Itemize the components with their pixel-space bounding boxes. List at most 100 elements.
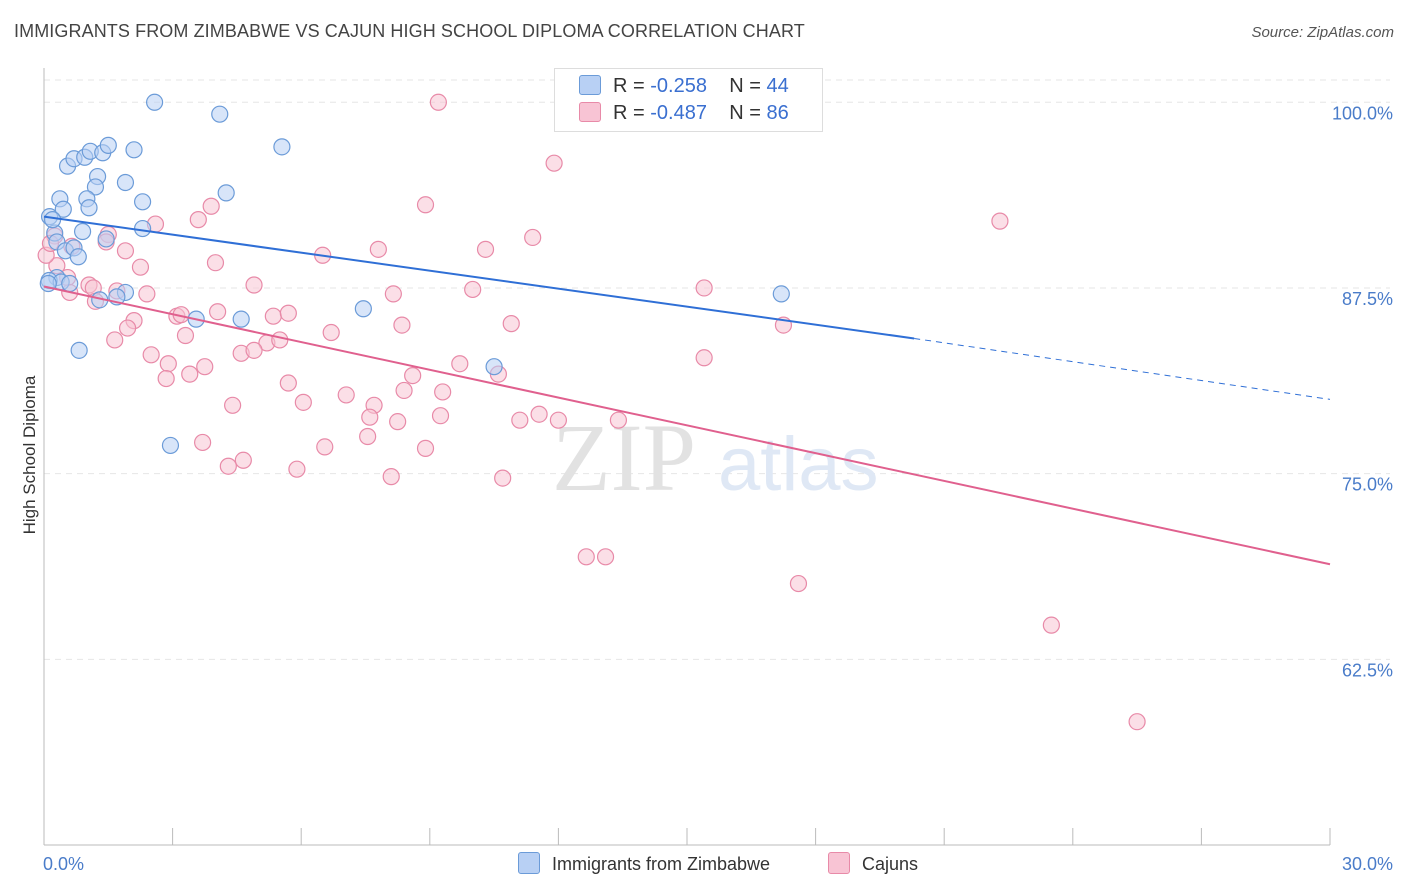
point-pink-0 bbox=[429, 93, 447, 111]
bottom-legend-swatch-blue bbox=[518, 852, 540, 874]
x-tick-label-0: 0.0% bbox=[43, 854, 84, 874]
point-pink-5 bbox=[189, 211, 207, 229]
point-pink-47 bbox=[142, 346, 160, 364]
point-pink-63 bbox=[361, 408, 379, 426]
point-pink-71 bbox=[194, 433, 212, 452]
point-pink-44 bbox=[271, 331, 289, 349]
point-blue-38 bbox=[70, 341, 88, 359]
point-pink-26 bbox=[464, 280, 482, 299]
point-blue-37 bbox=[354, 300, 372, 318]
point-pink-66 bbox=[511, 411, 529, 429]
y-tick-label-1: 75.0% bbox=[1342, 475, 1393, 495]
point-pink-39 bbox=[118, 319, 137, 337]
point-pink-67 bbox=[530, 405, 548, 423]
point-pink-35 bbox=[393, 316, 411, 334]
legend-n-label: N = bbox=[729, 75, 767, 97]
point-pink-33 bbox=[264, 307, 282, 325]
point-blue-26 bbox=[69, 248, 87, 266]
axes bbox=[43, 68, 1331, 846]
legend-n-value: 44 bbox=[766, 75, 789, 97]
point-pink-65 bbox=[431, 407, 450, 425]
point-pink-49 bbox=[196, 358, 214, 376]
bottom-legend-label-blue: Immigrants from Zimbabwe bbox=[552, 854, 771, 874]
bottom-legend-cajuns: Cajuns bbox=[828, 852, 918, 875]
legend-n-value: 86 bbox=[766, 102, 789, 124]
point-pink-34 bbox=[279, 304, 297, 322]
point-pink-53 bbox=[157, 369, 175, 388]
point-pink-25 bbox=[384, 285, 402, 303]
point-pink-76 bbox=[288, 460, 306, 478]
point-blue-20 bbox=[217, 184, 235, 202]
point-pink-32 bbox=[209, 303, 227, 321]
point-pink-51 bbox=[695, 349, 713, 367]
point-pink-27 bbox=[695, 279, 713, 297]
point-pink-48 bbox=[159, 355, 177, 373]
point-pink-74 bbox=[234, 451, 252, 469]
watermark-atlas: atlas bbox=[718, 422, 879, 507]
point-pink-40 bbox=[106, 331, 124, 349]
legend: R = -0.258 N = 44 R = -0.487 N = 86 bbox=[554, 68, 823, 132]
point-pink-13 bbox=[369, 240, 387, 258]
point-pink-50 bbox=[451, 355, 469, 373]
point-blue-19 bbox=[133, 193, 152, 211]
legend-swatch-blue bbox=[579, 75, 601, 95]
point-pink-75 bbox=[219, 457, 237, 475]
point-pink-57 bbox=[434, 383, 452, 401]
point-blue-31 bbox=[61, 274, 79, 293]
point-pink-3 bbox=[416, 196, 435, 214]
point-blue-11 bbox=[145, 93, 164, 111]
point-pink-4 bbox=[202, 197, 220, 215]
chart-title: IMMIGRANTS FROM ZIMBABWE VS CAJUN HIGH S… bbox=[14, 21, 805, 41]
point-pink-72 bbox=[316, 438, 334, 456]
point-pink-1 bbox=[545, 154, 563, 172]
x-tick-labels: 0.0% 30.0% bbox=[43, 854, 1393, 874]
point-pink-2 bbox=[991, 212, 1009, 230]
y-tick-label-3: 100.0% bbox=[1332, 103, 1393, 123]
point-pink-77 bbox=[382, 468, 400, 486]
point-pink-79 bbox=[577, 548, 595, 566]
y-tick-label-0: 62.5% bbox=[1342, 660, 1393, 680]
point-pink-68 bbox=[549, 411, 568, 429]
point-blue-25 bbox=[73, 222, 92, 241]
point-pink-59 bbox=[294, 393, 312, 411]
point-pink-12 bbox=[476, 240, 495, 258]
point-pink-42 bbox=[322, 323, 340, 342]
grid-lines bbox=[44, 79, 1390, 660]
point-pink-60 bbox=[337, 386, 355, 404]
legend-r-value: -0.258 bbox=[650, 75, 707, 97]
point-pink-23 bbox=[138, 285, 156, 303]
trend-line-blue-dashed bbox=[914, 337, 1331, 400]
point-pink-56 bbox=[395, 381, 413, 400]
point-blue-27 bbox=[133, 219, 152, 238]
point-blue-41 bbox=[161, 436, 180, 455]
legend-n-label: N = bbox=[729, 102, 767, 124]
bottom-legend-swatch-pink bbox=[828, 852, 850, 874]
point-pink-82 bbox=[1042, 616, 1060, 634]
legend-r-value: -0.487 bbox=[650, 102, 707, 124]
bottom-legend-label-pink: Cajuns bbox=[862, 854, 919, 874]
series-zimbabwe-points bbox=[39, 93, 790, 455]
trend-lines bbox=[43, 215, 1331, 566]
source-label: Source: ZipAtlas.com bbox=[1251, 24, 1394, 41]
point-blue-28 bbox=[97, 230, 115, 248]
point-pink-52 bbox=[181, 365, 199, 383]
legend-r-label: R = bbox=[613, 102, 651, 124]
point-blue-12 bbox=[211, 105, 229, 123]
point-blue-10 bbox=[125, 141, 143, 159]
point-pink-83 bbox=[1128, 713, 1146, 731]
point-blue-36 bbox=[232, 310, 250, 328]
point-blue-39 bbox=[485, 358, 503, 376]
point-blue-40 bbox=[772, 285, 790, 303]
bottom-legend-zimbabwe: Immigrants from Zimbabwe bbox=[518, 852, 770, 875]
point-pink-46 bbox=[245, 341, 263, 359]
point-pink-80 bbox=[596, 548, 615, 566]
point-pink-69 bbox=[609, 411, 628, 429]
watermark: ZIP atlas bbox=[552, 404, 879, 511]
point-pink-81 bbox=[789, 574, 808, 593]
legend-row-cajuns: R = -0.487 N = 86 bbox=[579, 102, 789, 126]
point-blue-9 bbox=[99, 136, 117, 154]
point-pink-15 bbox=[116, 242, 135, 260]
point-blue-15 bbox=[86, 178, 105, 196]
point-pink-11 bbox=[524, 228, 542, 247]
